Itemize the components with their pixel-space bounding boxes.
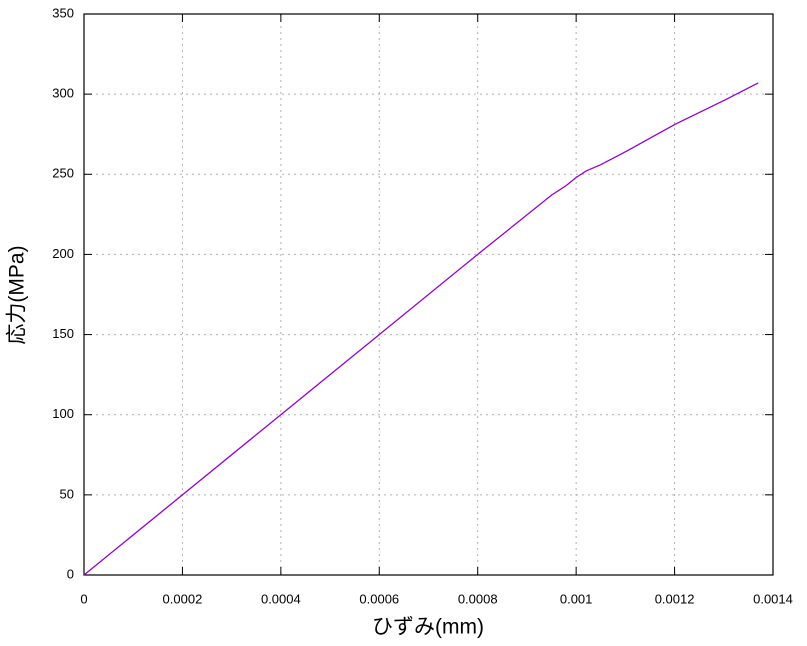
x-tick-label: 0.0012 <box>655 591 695 606</box>
data-line <box>83 82 759 576</box>
x-tick-label: 0.0002 <box>163 591 203 606</box>
x-tick-label: 0 <box>80 591 87 606</box>
y-tick-label: 0 <box>67 566 74 581</box>
y-tick-label: 350 <box>52 5 74 20</box>
y-tick-label: 250 <box>52 166 74 181</box>
x-tick-label: 0.001 <box>560 591 593 606</box>
x-tick-label: 0.0004 <box>261 591 301 606</box>
x-tick-label: 0.0014 <box>753 591 793 606</box>
x-tick-label: 0.0006 <box>359 591 399 606</box>
y-tick-label: 300 <box>52 86 74 101</box>
y-tick-label: 200 <box>52 246 74 261</box>
plot-frame <box>83 13 774 576</box>
y-axis-label: 応力(MPa) <box>6 245 29 344</box>
y-tick-label: 50 <box>60 486 74 501</box>
x-axis-label: ひずみ(mm) <box>372 616 484 639</box>
y-tick-label: 150 <box>52 326 74 341</box>
y-tick-label: 100 <box>52 406 74 421</box>
x-tick-label: 0.0008 <box>458 591 498 606</box>
